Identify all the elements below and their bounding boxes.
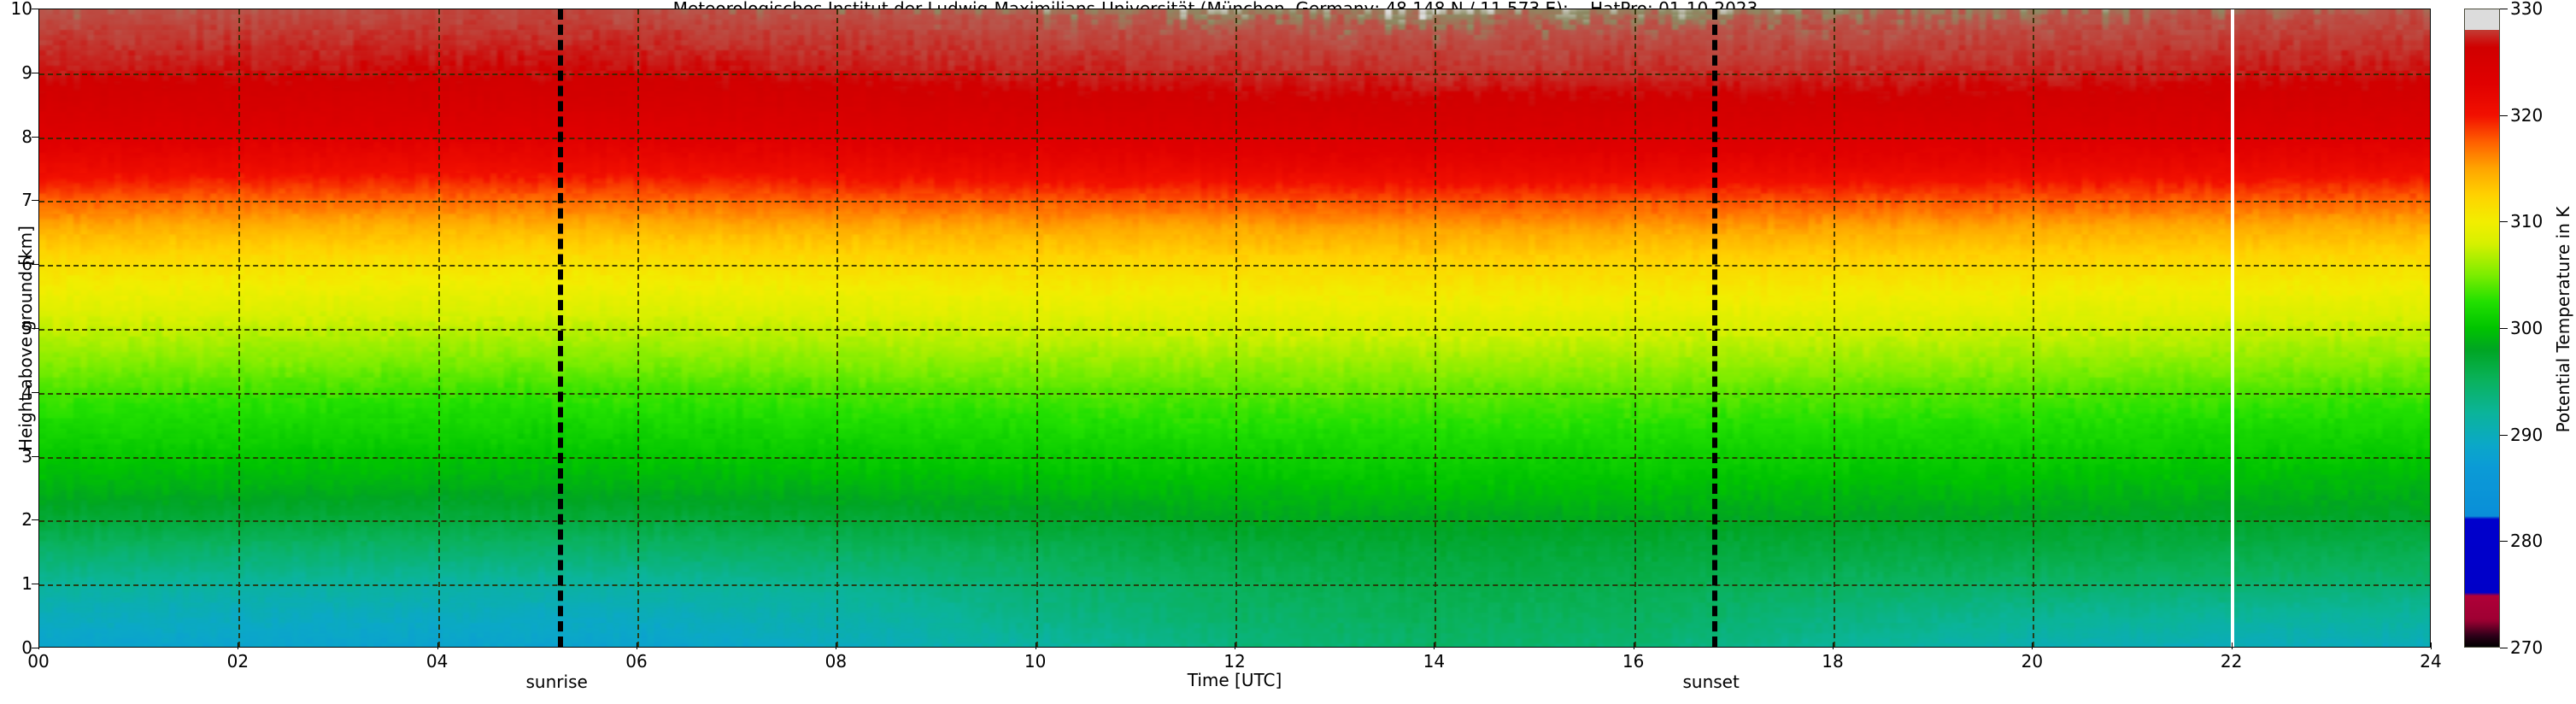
gridline-vertical [2033, 9, 2035, 647]
x-tick [1434, 642, 1435, 649]
x-tick-label: 12 [1223, 651, 1246, 672]
event-label-sunset: sunset [1682, 672, 1740, 692]
y-tick-label: 1 [21, 573, 32, 595]
x-tick-label: 18 [1822, 651, 1844, 672]
event-label-sunrise: sunrise [525, 672, 588, 692]
gridline-horizontal [39, 137, 2430, 139]
y-tick-label: 4 [21, 381, 32, 402]
gridline-horizontal [39, 584, 2430, 587]
x-tick [437, 642, 438, 649]
x-axis-title: Time [UTC] [1187, 670, 1282, 690]
x-tick-label: 20 [2021, 651, 2044, 672]
y-tick [32, 391, 38, 393]
gridline-horizontal [39, 73, 2430, 75]
gridline-vertical [637, 9, 639, 647]
gridline-vertical [1036, 9, 1038, 647]
colorbar-tick [2500, 328, 2508, 329]
x-tick [1833, 642, 1834, 649]
y-axis-title: Height above ground [km] [15, 226, 36, 451]
colorbar-tick [2500, 434, 2508, 436]
x-tick [2032, 642, 2033, 649]
colorbar-tick [2500, 114, 2508, 116]
y-tick-label: 0 [21, 637, 32, 658]
colorbar-tick [2500, 541, 2508, 543]
colorbar-tick-label: 330 [2510, 0, 2544, 19]
y-tick [32, 455, 38, 457]
colorbar-tick-label: 300 [2510, 318, 2544, 338]
gridline-vertical [1634, 9, 1636, 647]
x-tick-label: 24 [2420, 651, 2442, 672]
gridline-vertical [238, 9, 241, 647]
gridline-horizontal [39, 201, 2430, 203]
y-tick [32, 200, 38, 202]
event-line-sunset [1711, 9, 1717, 647]
gridline-horizontal [39, 520, 2430, 523]
y-tick [32, 519, 38, 521]
gridline-horizontal [39, 329, 2430, 331]
gridline-vertical [1235, 9, 1237, 647]
heatmap-plot[interactable] [38, 9, 2431, 648]
colorbar-tick-label: 290 [2510, 424, 2544, 445]
gridline-horizontal [39, 265, 2430, 267]
x-tick-label: 02 [226, 651, 249, 672]
y-tick-label: 8 [21, 126, 32, 147]
colorbar-gradient [2464, 9, 2500, 648]
y-tick-label: 6 [21, 254, 32, 275]
y-tick-label: 10 [10, 0, 32, 19]
x-tick-label: 00 [27, 651, 50, 672]
heatmap-canvas [39, 9, 2430, 647]
gridline-horizontal [39, 456, 2430, 459]
x-tick-label: 16 [1622, 651, 1645, 672]
colorbar-title: Potential Temperature in K [2553, 206, 2573, 433]
colorbar-tick-label: 270 [2510, 637, 2544, 658]
gridline-horizontal [39, 392, 2430, 395]
y-tick [32, 328, 38, 329]
y-tick-label: 9 [21, 62, 32, 83]
colorbar[interactable]: 270 280 290 300 310 320 330 [2464, 0, 2543, 658]
y-tick-label: 5 [21, 318, 32, 338]
x-tick [2231, 642, 2233, 649]
colorbar-tick-label: 310 [2510, 211, 2544, 232]
x-tick [2431, 642, 2432, 649]
y-tick-label: 7 [21, 190, 32, 211]
colorbar-tick-label: 280 [2510, 531, 2544, 552]
y-tick [32, 136, 38, 138]
event-line-sunrise [557, 9, 563, 647]
colorbar-title-holder: Potential Temperature in K [2551, 0, 2575, 639]
x-tick-label: 14 [1423, 651, 1446, 672]
x-tick [38, 642, 39, 649]
gridline-vertical [1435, 9, 1437, 647]
x-tick-label: 08 [824, 651, 848, 672]
y-tick [32, 264, 38, 266]
gridline-vertical [437, 9, 440, 647]
y-tick-label: 3 [21, 445, 32, 466]
x-tick-label: 22 [2220, 651, 2243, 672]
y-tick-label: 2 [21, 509, 32, 531]
colorbar-tick [2500, 221, 2508, 223]
colorbar-over-range [2465, 9, 2499, 30]
x-tick-label: 04 [425, 651, 449, 672]
marker-line-data-gap-marker [2230, 9, 2234, 647]
x-tick-label: 06 [625, 651, 648, 672]
gridline-vertical [836, 9, 839, 647]
x-tick-label: 10 [1024, 651, 1047, 672]
gridline-vertical [1834, 9, 1835, 647]
colorbar-tick-label: 320 [2510, 104, 2544, 126]
